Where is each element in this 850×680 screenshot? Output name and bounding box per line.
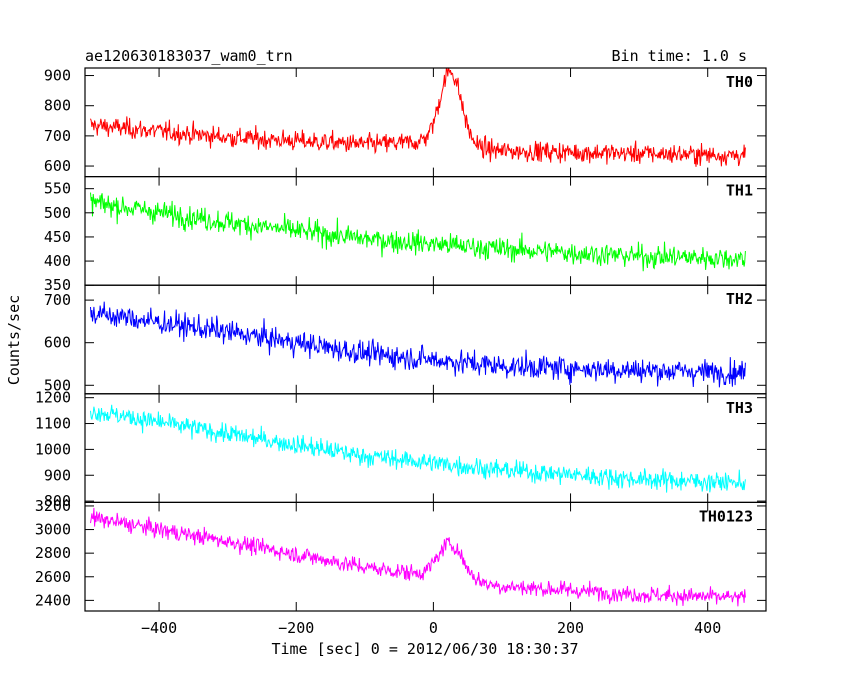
- panel-label: TH3: [726, 399, 753, 417]
- panel-group: 600 700 800 900 TH0 350 400 450 500 550 TH1 500 600 7…: [35, 67, 767, 637]
- y-tick-label: 1200: [35, 389, 71, 407]
- panel-frame: [84, 176, 767, 286]
- panel-frame: [84, 393, 767, 503]
- panel-label: TH1: [726, 182, 753, 200]
- panel-th3: 800 900 1000 1100 1200 TH3: [35, 389, 767, 510]
- panel-th0: 600 700 800 900 TH0: [44, 67, 767, 178]
- y-tick-label: 450: [44, 228, 71, 246]
- y-tick-label: 3000: [35, 521, 71, 539]
- y-tick-label: 600: [44, 334, 71, 352]
- bin-time-label: Bin time: 1.0 s: [612, 47, 747, 65]
- y-tick-label: 550: [44, 180, 71, 198]
- panel-frame: [84, 501, 767, 612]
- y-tick-label: 1100: [35, 415, 71, 433]
- x-tick-label: 400: [694, 619, 721, 637]
- y-tick-label: 2600: [35, 568, 71, 586]
- x-tick-label: 0: [429, 619, 438, 637]
- series-line-th2: [90, 301, 746, 388]
- y-tick-label: 350: [44, 276, 71, 294]
- series-line-th3: [90, 404, 746, 493]
- y-tick-label: 3200: [35, 497, 71, 515]
- panel-label: TH0: [726, 73, 753, 91]
- chart-title: ae120630183037_wam0_trn: [85, 47, 293, 65]
- panel-label: TH2: [726, 290, 753, 308]
- y-tick-label: 2800: [35, 544, 71, 562]
- y-tick-label: 900: [44, 466, 71, 484]
- panel-th2: 500 600 700 TH2: [44, 284, 767, 395]
- x-tick-label: −400: [141, 619, 177, 637]
- y-tick-label: 400: [44, 252, 71, 270]
- x-tick-label: −200: [278, 619, 314, 637]
- y-tick-label: 900: [44, 67, 71, 85]
- y-tick-label: 800: [44, 97, 71, 115]
- panel-th0123: 2400 2600 2800 3000 3200 TH0123: [35, 497, 767, 612]
- y-tick-label: 700: [44, 127, 71, 145]
- panel-label: TH0123: [699, 507, 753, 525]
- y-tick-label: 600: [44, 157, 71, 175]
- x-axis-label: Time [sec] 0 = 2012/06/30 18:30:37: [271, 640, 578, 658]
- series-line-th0123: [90, 507, 746, 607]
- panel-th1: 350 400 450 500 550 TH1: [44, 176, 767, 294]
- y-tick-label: 800: [44, 492, 71, 510]
- y-tick-label: 500: [44, 204, 71, 222]
- panel-frame: [84, 284, 767, 395]
- y-tick-label: 1000: [35, 440, 71, 458]
- y-tick-label: 500: [44, 376, 71, 394]
- y-tick-label: 2400: [35, 591, 71, 609]
- series-line-th1: [90, 192, 746, 272]
- y-axis-label: Counts/sec: [5, 295, 23, 385]
- y-tick-label: 700: [44, 291, 71, 309]
- panel-frame: [84, 67, 767, 178]
- x-tick-label: 200: [557, 619, 584, 637]
- series-line-th0: [90, 68, 746, 167]
